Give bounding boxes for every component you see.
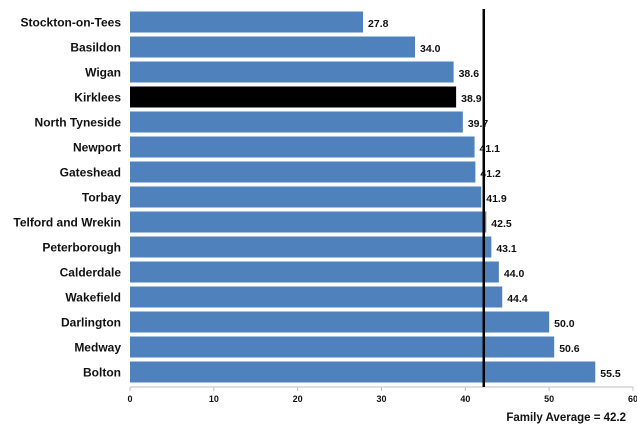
bar-north-tyneside	[130, 111, 463, 133]
value-label-telford-and-wrekin: 42.5	[491, 218, 512, 230]
bar-basildon	[130, 36, 416, 58]
category-label-wigan: Wigan	[85, 66, 121, 80]
category-label-darlington: Darlington	[61, 316, 121, 330]
x-axis: 0 10 20 30 40 50 60	[127, 386, 637, 404]
category-label-torbay: Torbay	[82, 191, 121, 205]
value-label-bolton: 55.5	[600, 368, 621, 380]
x-tick-label: 50	[544, 394, 554, 404]
category-label-calderdale: Calderdale	[60, 266, 122, 280]
category-label-telford-and-wrekin: Telford and Wrekin	[13, 216, 121, 230]
category-label-stockton-on-tees: Stockton-on-Tees	[21, 16, 122, 30]
category-label-bolton: Bolton	[83, 366, 121, 380]
value-label-peterborough: 43.1	[496, 243, 517, 255]
value-label-calderdale: 44.0	[504, 268, 525, 280]
value-label-kirklees: 38.9	[461, 93, 482, 105]
bar-gateshead	[130, 161, 476, 183]
x-tick-label: 20	[293, 394, 303, 404]
bar-peterborough	[130, 236, 492, 258]
bar-telford-and-wrekin	[130, 211, 487, 233]
bar-wakefield	[130, 286, 503, 308]
value-label-medway: 50.6	[559, 343, 580, 355]
labels-layer: Stockton-on-Tees 27.8 Basildon 34.0 Wigan 38.…	[13, 16, 620, 381]
bar-torbay	[130, 186, 482, 208]
category-label-kirklees: Kirklees	[74, 91, 121, 105]
x-tick-label: 30	[376, 394, 386, 404]
x-tick-label: 0	[127, 394, 132, 404]
value-label-north-tyneside: 39.7	[468, 118, 489, 130]
value-label-gateshead: 41.2	[480, 168, 501, 180]
bars-layer	[130, 11, 596, 383]
x-tick-label: 10	[209, 394, 219, 404]
family-average-label: Family Average = 42.2	[506, 412, 626, 424]
x-tick-label: 60	[628, 394, 637, 404]
bar-wigan	[130, 61, 454, 83]
bar-newport	[130, 136, 475, 158]
category-label-wakefield: Wakefield	[65, 291, 121, 305]
category-label-newport: Newport	[73, 141, 121, 155]
category-label-basildon: Basildon	[70, 41, 121, 55]
value-label-basildon: 34.0	[420, 43, 441, 55]
category-label-gateshead: Gateshead	[60, 166, 121, 180]
reference-layer: Family Average = 42.2	[482, 9, 626, 424]
bar-darlington	[130, 311, 550, 333]
bar-kirklees	[130, 86, 457, 108]
bar-calderdale	[130, 261, 499, 283]
bar-stockton-on-tees	[130, 11, 364, 33]
value-label-wakefield: 44.4	[507, 293, 528, 305]
value-label-darlington: 50.0	[554, 318, 575, 330]
category-label-north-tyneside: North Tyneside	[35, 116, 122, 130]
value-label-torbay: 41.9	[486, 193, 507, 205]
value-label-stockton-on-tees: 27.8	[368, 18, 389, 30]
value-label-wigan: 38.6	[459, 68, 480, 80]
bar-medway	[130, 336, 555, 358]
category-label-peterborough: Peterborough	[42, 241, 121, 255]
bar-bolton	[130, 361, 596, 383]
x-tick-label: 40	[460, 394, 470, 404]
category-label-medway: Medway	[74, 341, 121, 355]
